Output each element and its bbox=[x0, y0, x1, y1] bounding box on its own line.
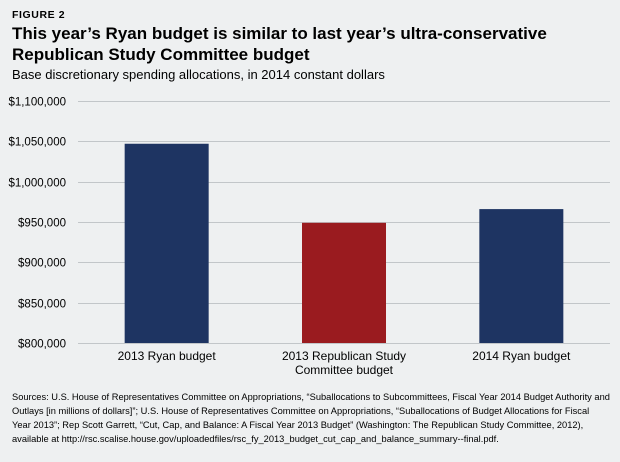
bar bbox=[479, 209, 564, 343]
chart-title: This year’s Ryan budget is similar to la… bbox=[12, 24, 547, 64]
x-category-label: 2013 Ryan budget bbox=[118, 349, 217, 363]
sources-note: Sources: U.S. House of Representatives C… bbox=[12, 392, 610, 444]
y-tick-label: $800,000 bbox=[18, 339, 66, 351]
x-category-label: Committee budget bbox=[295, 363, 394, 377]
y-tick-label: $850,000 bbox=[18, 299, 66, 311]
bar-chart: $800,000 $850,000 $900,000 $950,000 $1,000,0… bbox=[8, 97, 610, 377]
bar bbox=[124, 143, 209, 343]
y-tick-label: $900,000 bbox=[18, 258, 66, 270]
x-category-label: 2014 Ryan budget bbox=[472, 349, 571, 363]
bar bbox=[302, 222, 386, 343]
x-category-label: 2013 Republican Study bbox=[282, 349, 406, 363]
y-tick-label: $1,100,000 bbox=[8, 97, 66, 109]
figure-label: FIGURE 2 bbox=[12, 9, 66, 21]
y-tick-label: $1,050,000 bbox=[8, 137, 66, 149]
y-tick-label: $950,000 bbox=[18, 218, 66, 230]
y-tick-label: $1,000,000 bbox=[8, 178, 66, 190]
chart-subtitle: Base discretionary spending allocations,… bbox=[12, 67, 385, 82]
